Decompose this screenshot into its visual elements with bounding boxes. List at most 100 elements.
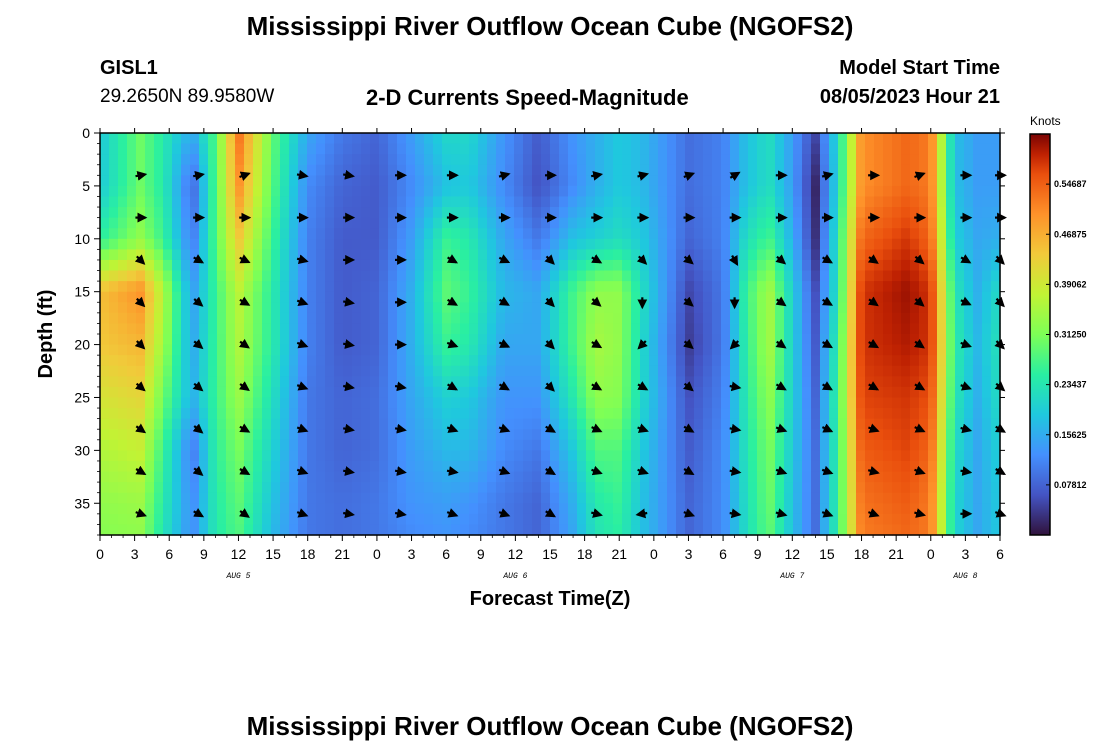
heatmap-cell [550, 408, 560, 420]
heatmap-cell [271, 249, 281, 261]
heatmap-cell [352, 164, 362, 176]
heatmap-cell [820, 228, 830, 240]
heatmap-cell [523, 217, 533, 229]
current-vector-arrow [446, 254, 459, 264]
heatmap-cell [856, 143, 866, 155]
heatmap-cell [415, 355, 425, 367]
heatmap-cell [856, 249, 866, 261]
heatmap-cell [496, 482, 506, 494]
heatmap-cell [937, 228, 947, 240]
heatmap-cell [748, 450, 758, 462]
heatmap-cell [145, 344, 155, 356]
heatmap-cell [667, 429, 677, 441]
heatmap-cell [577, 492, 587, 504]
heatmap-cell [892, 291, 902, 303]
heatmap-cell [910, 365, 920, 377]
heatmap-cell [712, 175, 722, 187]
heatmap-cell [730, 344, 740, 356]
heatmap-cell [847, 228, 857, 240]
heatmap-cell [901, 503, 911, 515]
heatmap-cell [496, 259, 506, 272]
heatmap-cell [829, 365, 839, 377]
heatmap-cell [208, 164, 218, 176]
heatmap-cell [469, 302, 479, 314]
heatmap-cell [388, 365, 398, 377]
heatmap-cell [523, 408, 533, 420]
heatmap-cell [172, 249, 182, 261]
heatmap-cell [667, 397, 677, 409]
heatmap-cell [226, 228, 236, 240]
heatmap-cell [199, 429, 209, 441]
heatmap-cell [901, 386, 911, 399]
heatmap-cell [478, 334, 488, 346]
heatmap-cell [334, 217, 344, 229]
heatmap-cell [604, 418, 614, 430]
heatmap-cell [325, 259, 335, 272]
heatmap-cell [568, 386, 578, 399]
heatmap-cell [631, 207, 641, 219]
heatmap-cell [658, 524, 668, 536]
heatmap-cell [190, 355, 200, 367]
heatmap-cell [847, 154, 857, 166]
heatmap-cell [721, 460, 731, 473]
heatmap-cell [172, 164, 182, 176]
heatmap-cell [982, 185, 992, 198]
heatmap-cell [127, 439, 137, 451]
heatmap-cell [649, 238, 659, 250]
heatmap-cell [370, 259, 380, 272]
heatmap-cell [676, 323, 686, 335]
heatmap-cell [595, 281, 605, 293]
current-vector-arrow [394, 381, 407, 392]
heatmap-cell [199, 344, 209, 356]
heatmap-cell [973, 344, 983, 356]
heatmap-cell [667, 185, 677, 198]
heatmap-cell [424, 154, 434, 166]
heatmap-cell [703, 355, 713, 367]
heatmap-cell [433, 175, 443, 187]
heatmap-cell [514, 270, 524, 282]
heatmap-cell [829, 185, 839, 198]
heatmap-cell [748, 259, 758, 272]
heatmap-cell [541, 185, 551, 198]
heatmap-cell [127, 238, 137, 250]
heatmap-cell [550, 482, 560, 494]
heatmap-cell [856, 217, 866, 229]
heatmap-cell [829, 344, 839, 356]
heatmap-cell [370, 344, 380, 356]
heatmap-cell [154, 513, 164, 526]
heatmap-cell [190, 482, 200, 494]
heatmap-cell [982, 524, 992, 536]
heatmap-cell [865, 238, 875, 250]
heatmap-cell [172, 175, 182, 187]
heatmap-cell [910, 492, 920, 504]
heatmap-cell [334, 281, 344, 293]
heatmap-cell [298, 429, 308, 441]
heatmap-cell [514, 503, 524, 515]
heatmap-cell [901, 323, 911, 335]
heatmap-cell [100, 302, 110, 314]
heatmap-cell [208, 397, 218, 409]
heatmap-cell [190, 143, 200, 155]
heatmap-cell [190, 228, 200, 240]
heatmap-cell [289, 291, 299, 303]
heatmap-cell [451, 323, 461, 335]
heatmap-cell [559, 355, 569, 367]
heatmap-cell [676, 281, 686, 293]
heatmap-cell [784, 376, 794, 388]
heatmap-cell [334, 323, 344, 335]
heatmap-cell [586, 259, 596, 272]
heatmap-cell [919, 133, 929, 145]
heatmap-cell [199, 355, 209, 367]
heatmap-cell [469, 217, 479, 229]
heatmap-cell [199, 312, 209, 325]
heatmap-cell [532, 196, 542, 208]
heatmap-cell [307, 492, 317, 504]
heatmap-cell [343, 513, 353, 526]
heatmap-cell [901, 302, 911, 314]
heatmap-cell [694, 376, 704, 388]
heatmap-cell [172, 334, 182, 346]
heatmap-cell [496, 524, 506, 536]
heatmap-cell [262, 249, 272, 261]
heatmap-cell [946, 418, 956, 430]
heatmap-cell [973, 249, 983, 261]
